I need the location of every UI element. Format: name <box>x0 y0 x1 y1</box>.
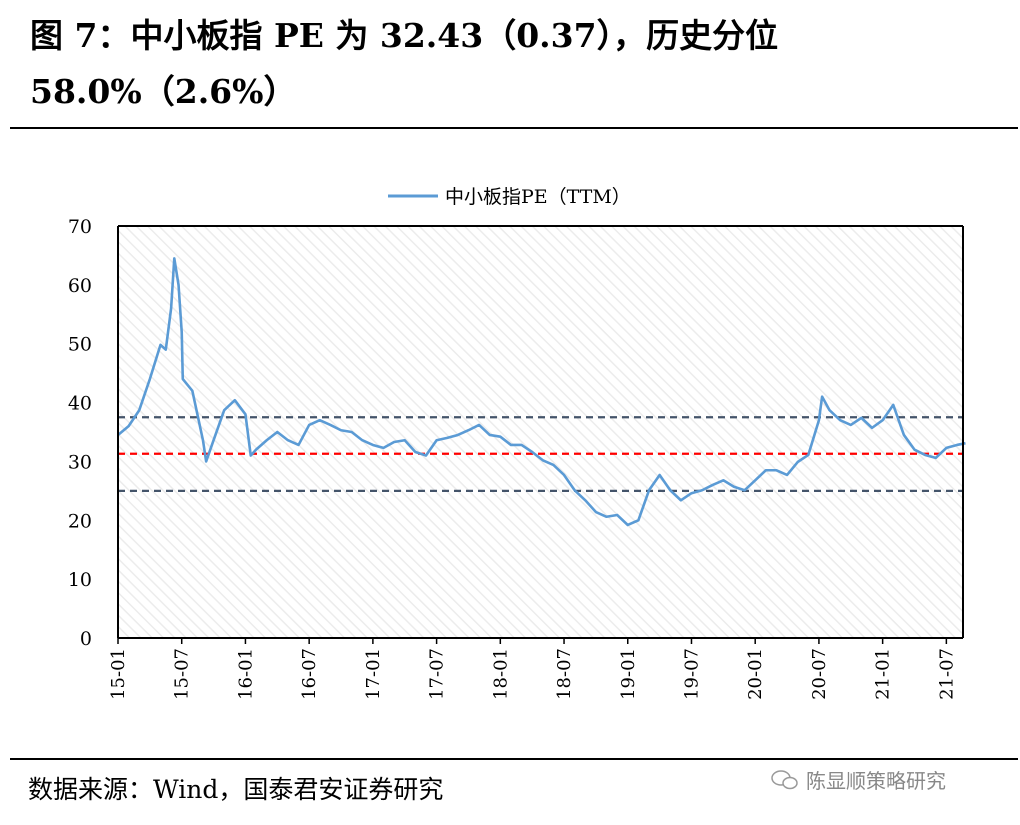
x-tick-label: 16-07 <box>299 648 320 700</box>
y-tick-label: 10 <box>68 569 92 591</box>
wechat-icon <box>771 769 798 789</box>
watermark-text: 陈显顺策略研究 <box>806 769 946 793</box>
watermark: 陈显顺策略研究 <box>770 765 946 794</box>
footer-divider <box>10 758 1018 760</box>
x-tick-label: 15-01 <box>108 648 129 700</box>
x-tick-label: 15-07 <box>172 648 193 700</box>
x-tick-label: 16-01 <box>235 648 256 700</box>
title-divider <box>10 127 1018 129</box>
y-tick-label: 40 <box>68 393 92 415</box>
x-tick-label: 17-07 <box>427 648 448 700</box>
x-tick-label: 21-07 <box>936 648 957 700</box>
x-tick-label: 20-01 <box>745 648 766 700</box>
series-line <box>117 257 966 527</box>
plot-area <box>118 226 963 638</box>
x-tick-label: 18-07 <box>554 648 575 700</box>
y-tick-label: 50 <box>68 334 92 356</box>
x-tick-label: 20-07 <box>809 648 830 700</box>
y-tick-label: 60 <box>68 275 92 297</box>
legend-label: 中小板指PE（TTM） <box>445 186 631 208</box>
x-tick-label: 17-01 <box>363 648 384 700</box>
y-tick-label: 20 <box>68 510 92 532</box>
pe-line-chart: 中小板指PE（TTM） 0 10 20 30 40 50 60 70 15-01 15-07 16-… <box>68 186 966 700</box>
y-tick-label: 0 <box>80 628 92 650</box>
y-tick-label: 30 <box>68 451 92 473</box>
x-tick-label: 21-01 <box>873 648 894 700</box>
y-tick-label: 70 <box>68 216 92 238</box>
x-tick-label: 18-01 <box>490 648 511 700</box>
x-tick-label: 19-01 <box>618 648 639 700</box>
chart-legend: 中小板指PE（TTM） <box>388 186 631 208</box>
x-tick-label: 19-07 <box>681 648 702 700</box>
figure-title: 图 7：中小板指 PE 为 32.43（0.37），历史分位 58.0%（2.6… <box>30 16 779 111</box>
source-note: 数据来源：Wind，国泰君安证券研究 <box>28 775 444 804</box>
